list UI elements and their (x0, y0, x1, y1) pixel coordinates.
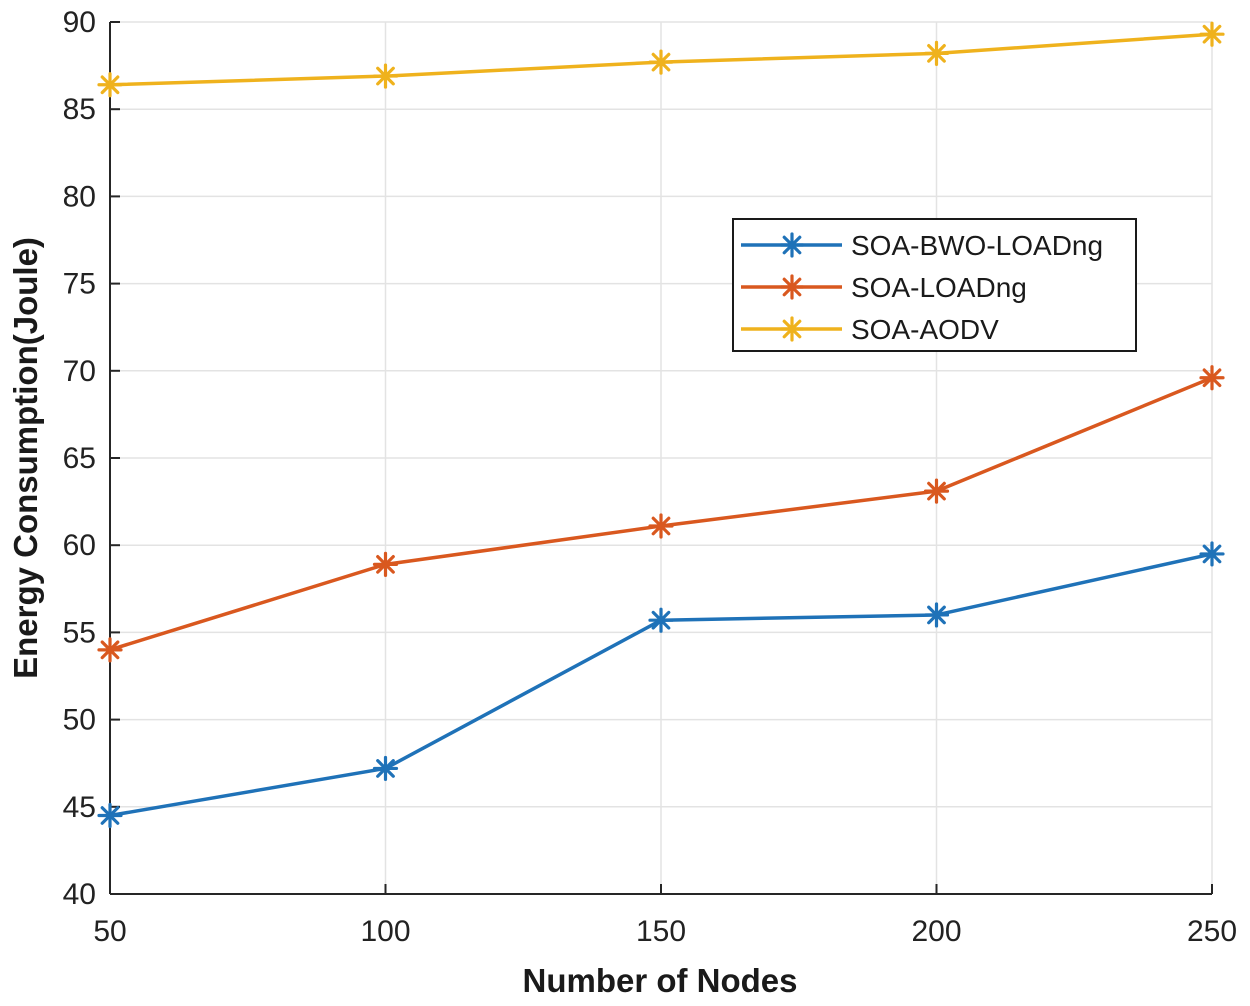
y-tick-label: 90 (63, 6, 96, 39)
data-point (1199, 365, 1225, 391)
legend-label: SOA-AODV (851, 314, 999, 345)
x-tick-label: 50 (93, 915, 126, 948)
data-point (1199, 541, 1225, 567)
data-point (372, 63, 399, 89)
data-series (97, 21, 1225, 829)
x-tick-label: 200 (911, 915, 961, 948)
legend-label: SOA-BWO-LOADng (851, 230, 1103, 261)
data-point (372, 755, 399, 782)
data-point (1199, 21, 1225, 47)
data-point (97, 72, 123, 98)
x-axis-title: Number of Nodes (522, 962, 797, 999)
y-tick-label: 80 (63, 180, 96, 213)
data-point (97, 802, 123, 829)
legend-label: SOA-LOADng (851, 272, 1027, 303)
tick-labels: 50 100 150 200 250 40 45 50 55 60 65 70 75 80 85 90 (63, 6, 1237, 948)
data-point (648, 513, 674, 539)
legend: SOA-BWO-LOADng SOA-LOADng SOA-AODV (732, 218, 1137, 352)
series-soa-loadng (97, 365, 1225, 663)
legend-marker (779, 316, 805, 342)
y-tick-label: 50 (63, 704, 96, 737)
data-point (648, 49, 674, 75)
y-tick-label: 55 (63, 616, 96, 649)
data-point (923, 602, 950, 628)
y-tick-label: 45 (63, 791, 96, 824)
series-soa-aodv (97, 21, 1225, 98)
legend-item: SOA-BWO-LOADng (741, 230, 1103, 261)
y-tick-label: 85 (63, 93, 96, 126)
axes (109, 21, 1213, 895)
legend-item: SOA-LOADng (741, 272, 1027, 303)
data-point (648, 607, 674, 633)
y-axis-title: Energy Consumption(Joule) (7, 237, 44, 679)
y-tick-label: 40 (63, 878, 96, 911)
data-point (923, 478, 950, 504)
x-tick-label: 150 (636, 915, 686, 948)
y-tick-label: 65 (63, 442, 96, 475)
y-tick-label: 75 (63, 268, 96, 301)
legend-marker (779, 274, 805, 300)
y-tick-label: 70 (63, 355, 96, 388)
x-tick-label: 100 (360, 915, 410, 948)
data-point (97, 637, 123, 663)
series-soa-bwo-loadng (97, 541, 1225, 829)
data-point (923, 40, 950, 66)
legend-marker (779, 232, 805, 258)
y-tick-label: 60 (63, 529, 96, 562)
legend-item: SOA-AODV (741, 314, 999, 345)
x-tick-label: 250 (1187, 915, 1237, 948)
data-point (372, 551, 399, 577)
